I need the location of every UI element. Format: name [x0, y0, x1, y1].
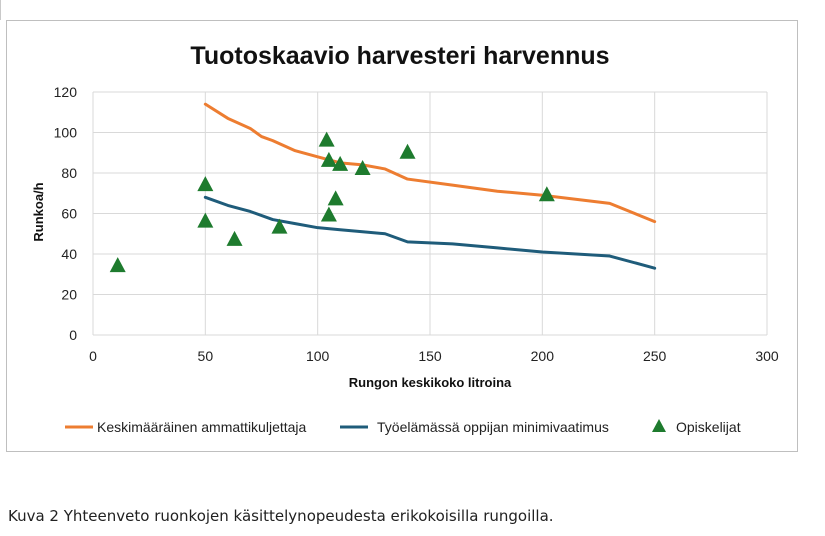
- data-point-triangle: [271, 218, 288, 234]
- x-axis-label: Rungon keskikoko litroina: [349, 375, 512, 390]
- legend-label-1: Keskimääräinen ammattikuljettaja: [97, 419, 307, 435]
- x-tick-label: 200: [531, 348, 555, 364]
- page-edge-line: [0, 0, 7, 20]
- x-tick-label: 0: [89, 348, 97, 364]
- data-point-triangle: [318, 131, 335, 147]
- y-tick-label: 60: [61, 206, 77, 222]
- x-tick-label: 100: [306, 348, 330, 364]
- axes: 0 20 40 60 80 100 120 0 50 100 150 200 250 300: [54, 84, 779, 364]
- data-point-triangle: [109, 257, 126, 273]
- legend-swatch-triangle: [652, 419, 666, 432]
- series-line-2: [203, 195, 657, 270]
- chart: 0 20 40 60 80 100 120 0 50 100 150 200 250 300 Tuotos…: [31, 42, 779, 435]
- data-point-triangle: [197, 212, 214, 228]
- x-tick-label: 50: [198, 348, 214, 364]
- figure-caption: Kuva 2 Yhteenveto ruonkojen käsittelynop…: [8, 507, 554, 525]
- y-tick-label: 80: [61, 165, 77, 181]
- legend: Keskimääräinen ammattikuljettaja Työelämä…: [65, 419, 741, 435]
- data-point-triangle: [354, 159, 371, 175]
- data-point-triangle: [197, 176, 214, 192]
- gridlines: [92, 91, 768, 336]
- y-tick-label: 100: [54, 125, 78, 141]
- data-point-triangle: [320, 206, 337, 222]
- x-tick-label: 300: [755, 348, 779, 364]
- y-axis-label: Runkoa/h: [31, 182, 46, 241]
- series: [109, 102, 657, 273]
- legend-label-2: Työelämässä oppijan minimivaatimus: [377, 419, 609, 435]
- data-point-triangle: [327, 190, 344, 206]
- y-tick-label: 20: [61, 287, 77, 303]
- chart-title: Tuotoskaavio harvesteri harvennus: [190, 42, 609, 70]
- x-tick-label: 250: [643, 348, 667, 364]
- legend-label-3: Opiskelijat: [676, 419, 741, 435]
- y-tick-label: 40: [61, 246, 77, 262]
- y-tick-label: 120: [54, 84, 78, 100]
- data-point-triangle: [332, 155, 349, 171]
- x-tick-label: 150: [418, 348, 442, 364]
- data-point-triangle: [226, 230, 243, 246]
- data-point-triangle: [320, 151, 337, 167]
- data-point-triangle: [538, 186, 555, 202]
- series-line-1: [203, 102, 657, 224]
- data-point-triangle: [399, 143, 416, 159]
- y-tick-label: 0: [69, 327, 77, 343]
